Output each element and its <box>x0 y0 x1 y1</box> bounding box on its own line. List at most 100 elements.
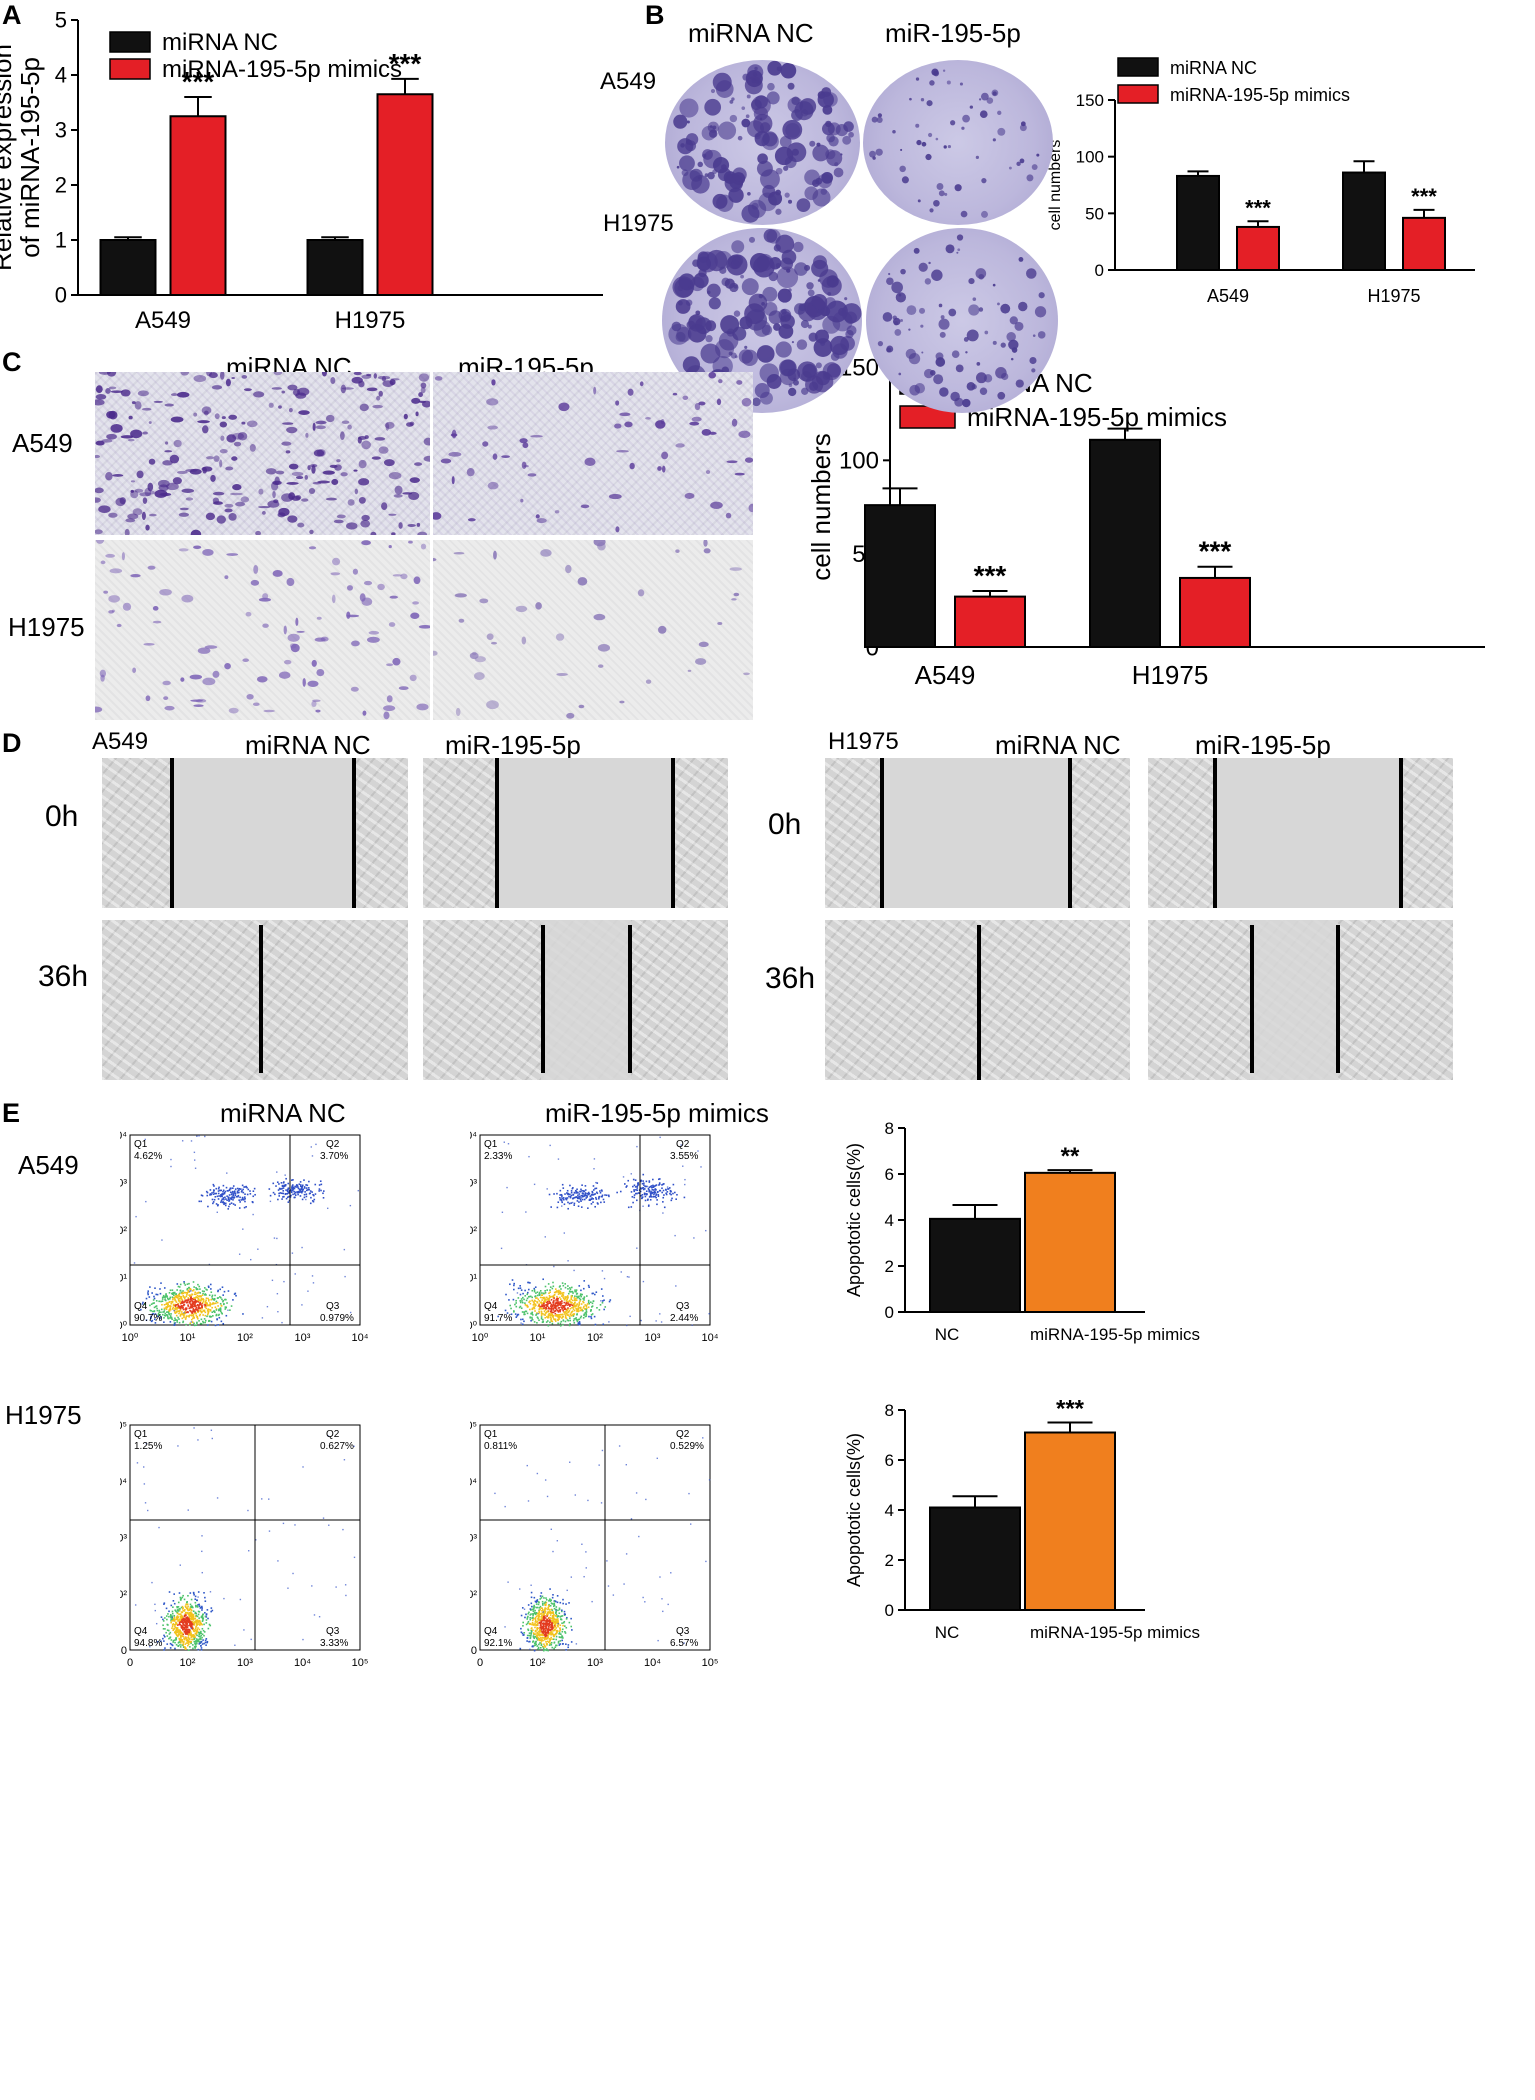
b-row-h1975: H1975 <box>603 210 674 237</box>
wound-h1975-nc-0h <box>825 758 1130 908</box>
significance-mark: *** <box>1056 1396 1085 1423</box>
significance-mark: ** <box>1061 1143 1080 1170</box>
y-tick-label: 0 <box>55 283 67 308</box>
quadrant-q3-label: Q3 <box>326 1301 340 1312</box>
bar-h1975-1 <box>1179 576 1251 648</box>
d-cell-h1975: H1975 <box>828 728 899 755</box>
quadrant-q2-label: Q2 <box>676 1429 690 1440</box>
y-tick-label: 8 <box>885 1119 894 1138</box>
flow-y-tick-label: 10¹ <box>470 1273 477 1285</box>
significance-mark: *** <box>974 560 1007 591</box>
flow-x-tick-label: 10⁵ <box>352 1657 369 1669</box>
quadrant-q3-label: Q3 <box>676 1626 690 1637</box>
wound-a549-mir-0h <box>423 758 728 908</box>
y-tick-label: 0 <box>885 1601 894 1620</box>
flow-y-tick-label: 10⁵ <box>470 1420 477 1432</box>
quadrant-q4-value: 94.8% <box>134 1638 162 1649</box>
category-label: A549 <box>135 307 191 334</box>
y-tick-label: 50 <box>1085 204 1104 223</box>
quadrant-q3-value: 2.44% <box>670 1313 698 1324</box>
colony-dish-a549-nc <box>665 60 860 225</box>
bar-nc <box>929 1217 1021 1313</box>
flow-plot-frame <box>129 1424 361 1651</box>
d-right-time-36h: 36h <box>765 962 816 995</box>
flow-x-tick-label: 10³ <box>237 1657 253 1669</box>
flow-x-tick-label: 10¹ <box>530 1332 546 1344</box>
d-left-time-36h: 36h <box>38 960 89 993</box>
y-tick-label: 0 <box>1095 261 1104 280</box>
flow-x-tick-label: 10² <box>587 1332 603 1344</box>
legend-label: miRNA-195-5p mimics <box>1170 85 1350 105</box>
legend-label: miRNA NC <box>162 29 278 56</box>
legend-label: miRNA-195-5p mimics <box>967 402 1227 432</box>
y-tick-label: 6 <box>885 1451 894 1470</box>
quadrant-q4-label: Q4 <box>134 1301 148 1312</box>
flow-x-tick-label: 10³ <box>645 1332 661 1344</box>
flow-y-tick-label: 10⁴ <box>470 1476 477 1488</box>
y-axis-label: cell numbers <box>806 433 836 580</box>
colony-dish-h1975-nc <box>662 228 862 413</box>
d-left-time-0h: 0h <box>45 800 79 833</box>
quadrant-q2-label: Q2 <box>676 1139 690 1150</box>
flow-y-tick-label: 0 <box>121 1645 127 1657</box>
quadrant-q2-value: 3.70% <box>320 1151 348 1162</box>
flow-y-tick-label: 10⁰ <box>470 1320 478 1332</box>
quadrant-q1-label: Q1 <box>134 1139 148 1150</box>
bar-a549-1 <box>169 115 227 296</box>
e-row-h1975: H1975 <box>5 1400 82 1430</box>
legend-swatch <box>1117 84 1159 104</box>
y-tick-label: 100 <box>839 448 879 475</box>
flow-y-tick-label: 10⁰ <box>120 1320 128 1332</box>
bar-a549-0 <box>864 504 936 648</box>
significance-mark: *** <box>1199 536 1232 567</box>
quadrant-q2-value: 3.55% <box>670 1151 698 1162</box>
y-tick-label: 2 <box>885 1257 894 1276</box>
transwell-a549-mir <box>433 372 753 535</box>
flow-y-tick-label: 10⁵ <box>120 1420 127 1432</box>
bar-h1975-0 <box>1089 438 1161 648</box>
y-tick-label: 2 <box>55 173 67 198</box>
e-col-nc: miRNA NC <box>220 1098 346 1128</box>
y-tick-label: 6 <box>885 1165 894 1184</box>
flow-y-tick-label: 10² <box>120 1225 127 1237</box>
e-row-a549: A549 <box>18 1150 79 1180</box>
flow-y-tick-label: 10² <box>120 1589 127 1601</box>
category-label: H1975 <box>1367 286 1420 306</box>
flow-x-tick-label: 10⁰ <box>472 1332 489 1344</box>
flow-x-tick-label: 10³ <box>295 1332 311 1344</box>
c-row-h1975: H1975 <box>8 612 85 642</box>
panel-label-d: D <box>2 728 22 758</box>
significance-mark: *** <box>182 66 215 97</box>
quadrant-q2-label: Q2 <box>326 1429 340 1440</box>
quadrant-q1-label: Q1 <box>484 1139 498 1150</box>
chart-a: 0 1 2 3 4 5 Relative expressionof miRNA-195-5p… <box>0 8 603 334</box>
quadrant-q3-label: Q3 <box>326 1626 340 1637</box>
flow-x-tick-label: 10¹ <box>180 1332 196 1344</box>
significance-mark: *** <box>1245 195 1271 220</box>
flow-y-tick-label: 10⁴ <box>470 1130 477 1142</box>
category-label: miRNA-195-5p mimics <box>1030 1623 1200 1642</box>
y-tick-label: 4 <box>885 1211 894 1230</box>
category-label: NC <box>935 1325 960 1344</box>
quadrant-q3-label: Q3 <box>676 1301 690 1312</box>
wound-h1975-nc-36h <box>825 920 1130 1080</box>
d-left-col-mir: miR-195-5p <box>445 730 581 760</box>
y-axis-label: Relative expressionof miRNA-195-5p <box>0 44 45 271</box>
quadrant-q3-value: 0.979% <box>320 1313 354 1324</box>
panel-label-a: A <box>2 0 22 30</box>
quadrant-q1-label: Q1 <box>484 1429 498 1440</box>
flow-y-tick-label: 10¹ <box>120 1273 127 1285</box>
y-tick-label: 150 <box>1076 91 1104 110</box>
bar-h1975-0 <box>1342 171 1386 272</box>
flow-x-tick-label: 10² <box>180 1657 196 1669</box>
quadrant-q4-label: Q4 <box>484 1301 498 1312</box>
wound-a549-nc-0h <box>102 758 408 908</box>
category-label: H1975 <box>1132 660 1209 690</box>
flow-x-tick-label: 10⁰ <box>122 1332 139 1344</box>
wound-h1975-mir-0h <box>1148 758 1453 908</box>
d-right-time-0h: 0h <box>768 808 802 841</box>
y-tick-label: 5 <box>55 8 67 33</box>
